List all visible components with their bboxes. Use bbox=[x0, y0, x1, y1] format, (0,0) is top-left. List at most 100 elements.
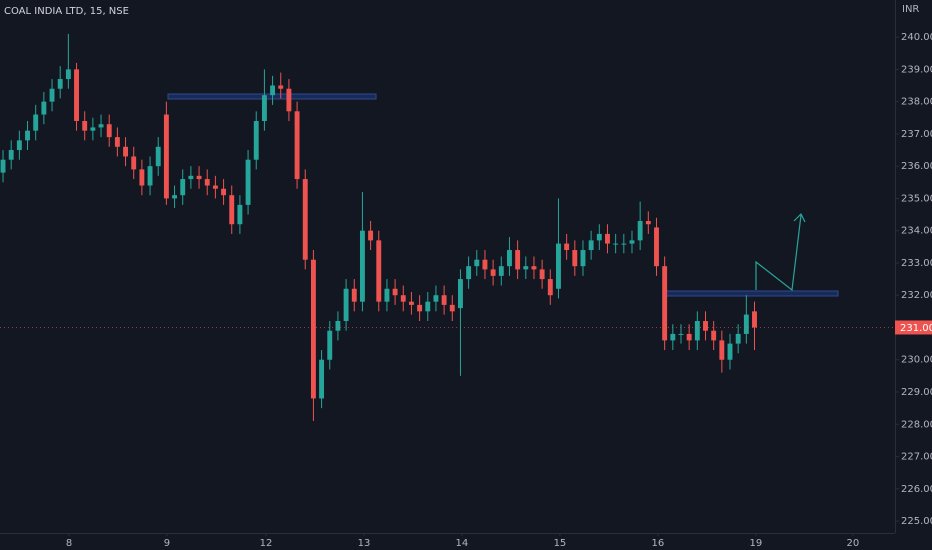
candles bbox=[0, 33, 757, 422]
support-zone bbox=[665, 290, 839, 297]
candle-body bbox=[654, 227, 659, 267]
candle-body bbox=[539, 269, 545, 280]
x-tick-label: 15 bbox=[554, 538, 567, 549]
y-tick-label: 239.00 bbox=[901, 64, 932, 75]
last-price-label: 231.00 bbox=[900, 323, 932, 334]
candle-body bbox=[441, 295, 447, 305]
candle-body bbox=[482, 259, 488, 270]
candle-body bbox=[114, 137, 120, 147]
candle-body bbox=[670, 333, 676, 341]
candle-body bbox=[98, 124, 104, 128]
x-tick-label: 16 bbox=[652, 538, 665, 549]
candle-body bbox=[694, 321, 700, 341]
y-tick-label: 234.00 bbox=[901, 226, 932, 237]
candle-body bbox=[0, 159, 6, 173]
candle-body bbox=[49, 88, 55, 102]
candle-body bbox=[65, 69, 71, 80]
candle-body bbox=[180, 179, 186, 196]
currency-label: INR bbox=[902, 4, 919, 15]
y-tick-label: 240.00 bbox=[901, 32, 932, 43]
candle-body bbox=[531, 266, 537, 270]
projection-path bbox=[755, 214, 802, 292]
candle-body bbox=[743, 314, 749, 334]
candle-body bbox=[621, 243, 627, 245]
x-tick-label: 14 bbox=[456, 538, 469, 549]
candle-body bbox=[735, 333, 741, 344]
candle-body bbox=[302, 179, 308, 260]
candle-body bbox=[16, 140, 22, 151]
candle-body bbox=[400, 295, 406, 302]
candle-body bbox=[82, 120, 88, 131]
candle-body bbox=[637, 221, 643, 241]
candle-body bbox=[286, 88, 292, 112]
y-tick-label: 233.00 bbox=[901, 258, 932, 269]
candle-body bbox=[253, 120, 259, 160]
candle-body bbox=[147, 166, 153, 186]
candle-body bbox=[392, 288, 398, 296]
candle-body bbox=[588, 240, 594, 251]
candle-body bbox=[245, 159, 251, 205]
candle-body bbox=[515, 250, 521, 270]
candle-body bbox=[33, 114, 39, 131]
y-tick-label: 232.00 bbox=[901, 290, 932, 301]
last-price-badge bbox=[895, 320, 932, 335]
candle-body bbox=[188, 175, 194, 180]
candle-body bbox=[629, 240, 635, 244]
candle-body bbox=[449, 304, 455, 312]
x-tick-label: 13 bbox=[358, 538, 371, 549]
candle-body bbox=[294, 111, 300, 180]
candle-body bbox=[212, 185, 218, 189]
candle-body bbox=[605, 233, 610, 244]
candle-body bbox=[131, 156, 137, 170]
candle-body bbox=[343, 288, 349, 322]
candle-body bbox=[752, 311, 757, 328]
candle-body bbox=[711, 330, 717, 341]
candle-body bbox=[74, 69, 79, 121]
y-tick-label: 236.00 bbox=[901, 161, 932, 172]
candle-body bbox=[727, 343, 733, 360]
candle-body bbox=[507, 250, 512, 267]
candle-body bbox=[490, 269, 496, 276]
y-tick-label: 235.00 bbox=[901, 193, 932, 204]
candle-body bbox=[523, 266, 529, 270]
candle-body bbox=[237, 204, 243, 225]
x-tick-label: 19 bbox=[750, 538, 763, 549]
candle-body bbox=[596, 233, 602, 241]
candle-body bbox=[425, 301, 431, 312]
candle-body bbox=[196, 175, 202, 180]
x-tick-label: 20 bbox=[846, 538, 859, 549]
x-tick-label: 12 bbox=[260, 538, 273, 549]
candle-body bbox=[368, 230, 374, 241]
candle-body bbox=[359, 230, 365, 302]
candle-body bbox=[310, 259, 316, 399]
candle-body bbox=[229, 195, 235, 225]
candle-body bbox=[719, 340, 725, 360]
candle-body bbox=[8, 150, 14, 160]
candle-body bbox=[564, 243, 570, 251]
candle-body bbox=[123, 146, 128, 157]
y-tick-label: 229.00 bbox=[901, 387, 932, 398]
candle-body bbox=[686, 333, 692, 341]
candle-body bbox=[662, 266, 668, 341]
candle-body bbox=[278, 85, 284, 89]
y-tick-label: 226.00 bbox=[901, 484, 932, 495]
candle-body bbox=[41, 101, 47, 115]
candle-body bbox=[408, 301, 414, 305]
y-tick-label: 227.00 bbox=[901, 452, 932, 463]
candle-body bbox=[221, 188, 227, 196]
candle-body bbox=[474, 259, 480, 267]
chart-title: COAL INDIA LTD, 15, NSE bbox=[4, 6, 129, 17]
candle-body bbox=[351, 288, 357, 302]
candle-body bbox=[547, 279, 553, 296]
candle-body bbox=[556, 243, 561, 289]
candle-body bbox=[327, 330, 333, 360]
candle-body bbox=[457, 279, 463, 309]
candle-body bbox=[376, 240, 382, 302]
candle-body bbox=[204, 179, 210, 186]
y-tick-label: 228.00 bbox=[901, 419, 932, 430]
candle-body bbox=[645, 221, 651, 225]
candle-body bbox=[57, 79, 63, 89]
y-tick-label: 225.00 bbox=[901, 516, 932, 527]
